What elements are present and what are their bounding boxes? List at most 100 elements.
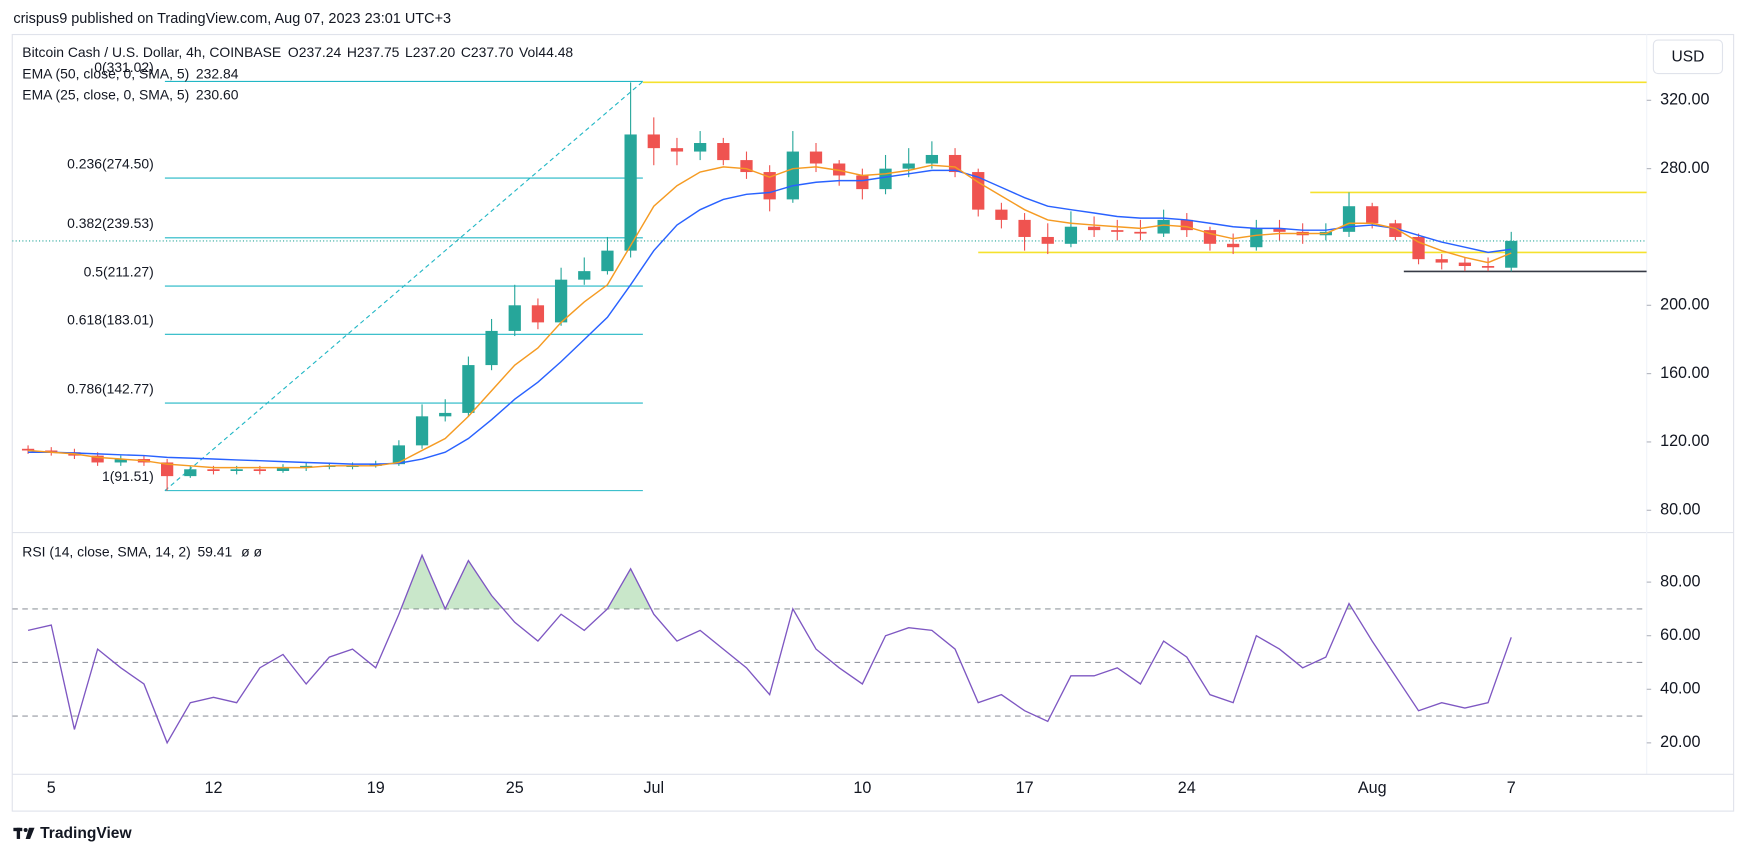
legend-text: 232.84 [196,65,239,81]
candle-body [1505,240,1518,268]
frame [11,33,1735,812]
fib-label: 1(91.51) [102,468,154,484]
candle-body [694,143,707,152]
candle-body [485,330,498,366]
y-tick-label: 40.00 [1660,680,1700,698]
x-tick-label: 12 [204,779,222,797]
legend-text: 230.60 [196,86,239,102]
candle-body [809,151,823,164]
candle-body [1087,226,1101,231]
candle-body [21,448,35,451]
candle-body [786,151,799,200]
x-tick-label: 17 [1016,779,1034,797]
legend-text: ø ø [241,543,262,559]
candle-body [1018,219,1031,237]
fib-label: 0(331.02) [94,59,154,75]
candle-body [276,467,290,471]
price-plot [12,80,1647,492]
fib-label: 0.382(239.53) [67,215,154,231]
x-tick-label: 7 [1507,779,1516,797]
candle-body [554,279,568,323]
legend-text: O [288,44,299,60]
x-tick-label: 19 [367,779,385,797]
fib-label: 0.618(183.01) [67,312,154,328]
candle-body [1250,228,1263,248]
brand: TradingView [40,825,132,842]
candle-body [1227,243,1240,248]
candle-body [601,250,614,272]
y-tick-label: 200.00 [1660,296,1709,314]
candle-body [531,305,545,323]
candle-body [1180,219,1193,231]
candle-body [647,134,660,149]
candle-body [300,465,313,468]
currency-button[interactable] [1652,39,1724,75]
x-tick-label: Aug [1358,779,1387,797]
candle-body [91,455,104,463]
y-tick-label: 20.00 [1660,733,1700,751]
candle-body [45,450,58,453]
y-tick-label: 280.00 [1660,159,1709,177]
fib-label: 0.786(142.77) [67,380,154,396]
legend-text: 237.75 [357,44,400,60]
legend-text: 237.24 [299,44,342,60]
candle-body [508,305,521,331]
legend-text: 59.41 [197,543,232,559]
candle-body [1064,226,1078,244]
candle-body [1134,231,1147,234]
candle-body [1041,236,1054,244]
y-tick-label: 120.00 [1660,432,1709,450]
x-tick-label: 5 [47,779,56,797]
candle-body [1458,262,1472,267]
legend-text: EMA (50, close, 0, SMA, 5) [22,65,189,81]
legend-text: 44.48 [538,44,573,60]
publisher: crispus9 published on TradingView.com, A… [13,11,451,27]
legend-text: 237.20 [413,44,456,60]
candle-body [717,143,730,161]
y-tick-label: 80.00 [1660,572,1700,590]
candle-body [1481,266,1495,268]
candle-body [670,148,684,152]
ema-line [28,164,1512,469]
candle-body [1111,230,1124,232]
candle-body [948,154,962,173]
y-tick-label: 60.00 [1660,626,1700,644]
legend-text: EMA (25, close, 0, SMA, 5) [22,86,189,102]
candle-body [624,134,637,251]
candle-body [184,469,197,477]
y-tick-label: 320.00 [1660,91,1709,109]
candle-body [925,154,939,164]
candle-body [415,416,429,446]
candle-body [230,469,243,471]
candle-body [856,175,869,190]
candle-body [462,365,475,413]
legend-text: Vol [519,44,538,60]
currency-label[interactable]: USD [1671,49,1704,66]
candle-body [253,469,266,471]
candle-body [161,462,174,477]
ema-line [28,169,1512,465]
candle-body [972,172,985,210]
legend-text: C [461,44,471,60]
candle-body [439,412,452,417]
x-tick-label: 10 [853,779,871,797]
candle-body [1435,259,1448,263]
candle-body [833,163,846,176]
x-tick-label: 25 [506,779,524,797]
candle-body [995,209,1008,220]
rsi-line [27,553,1512,745]
candle-body [578,271,591,280]
fib-label: 0.5(211.27) [84,263,154,279]
candle-body [114,459,127,463]
candle-body [879,168,892,190]
legend-text: H [347,44,357,60]
candle-body [1366,206,1379,224]
y-tick-label: 160.00 [1660,364,1709,382]
candle-body [1389,223,1402,237]
candle-body [1342,206,1356,232]
y-tick-label: 80.00 [1660,501,1700,519]
candle-body [392,445,406,465]
